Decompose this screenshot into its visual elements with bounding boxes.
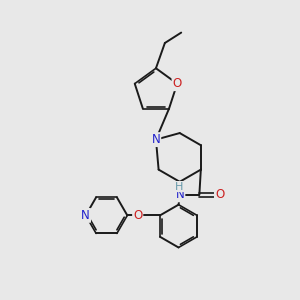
Text: O: O: [215, 188, 224, 201]
Text: N: N: [81, 209, 90, 222]
Text: H: H: [175, 182, 184, 192]
Text: O: O: [172, 77, 182, 90]
Text: N: N: [152, 133, 160, 146]
Text: N: N: [176, 188, 184, 201]
Text: O: O: [133, 209, 142, 222]
